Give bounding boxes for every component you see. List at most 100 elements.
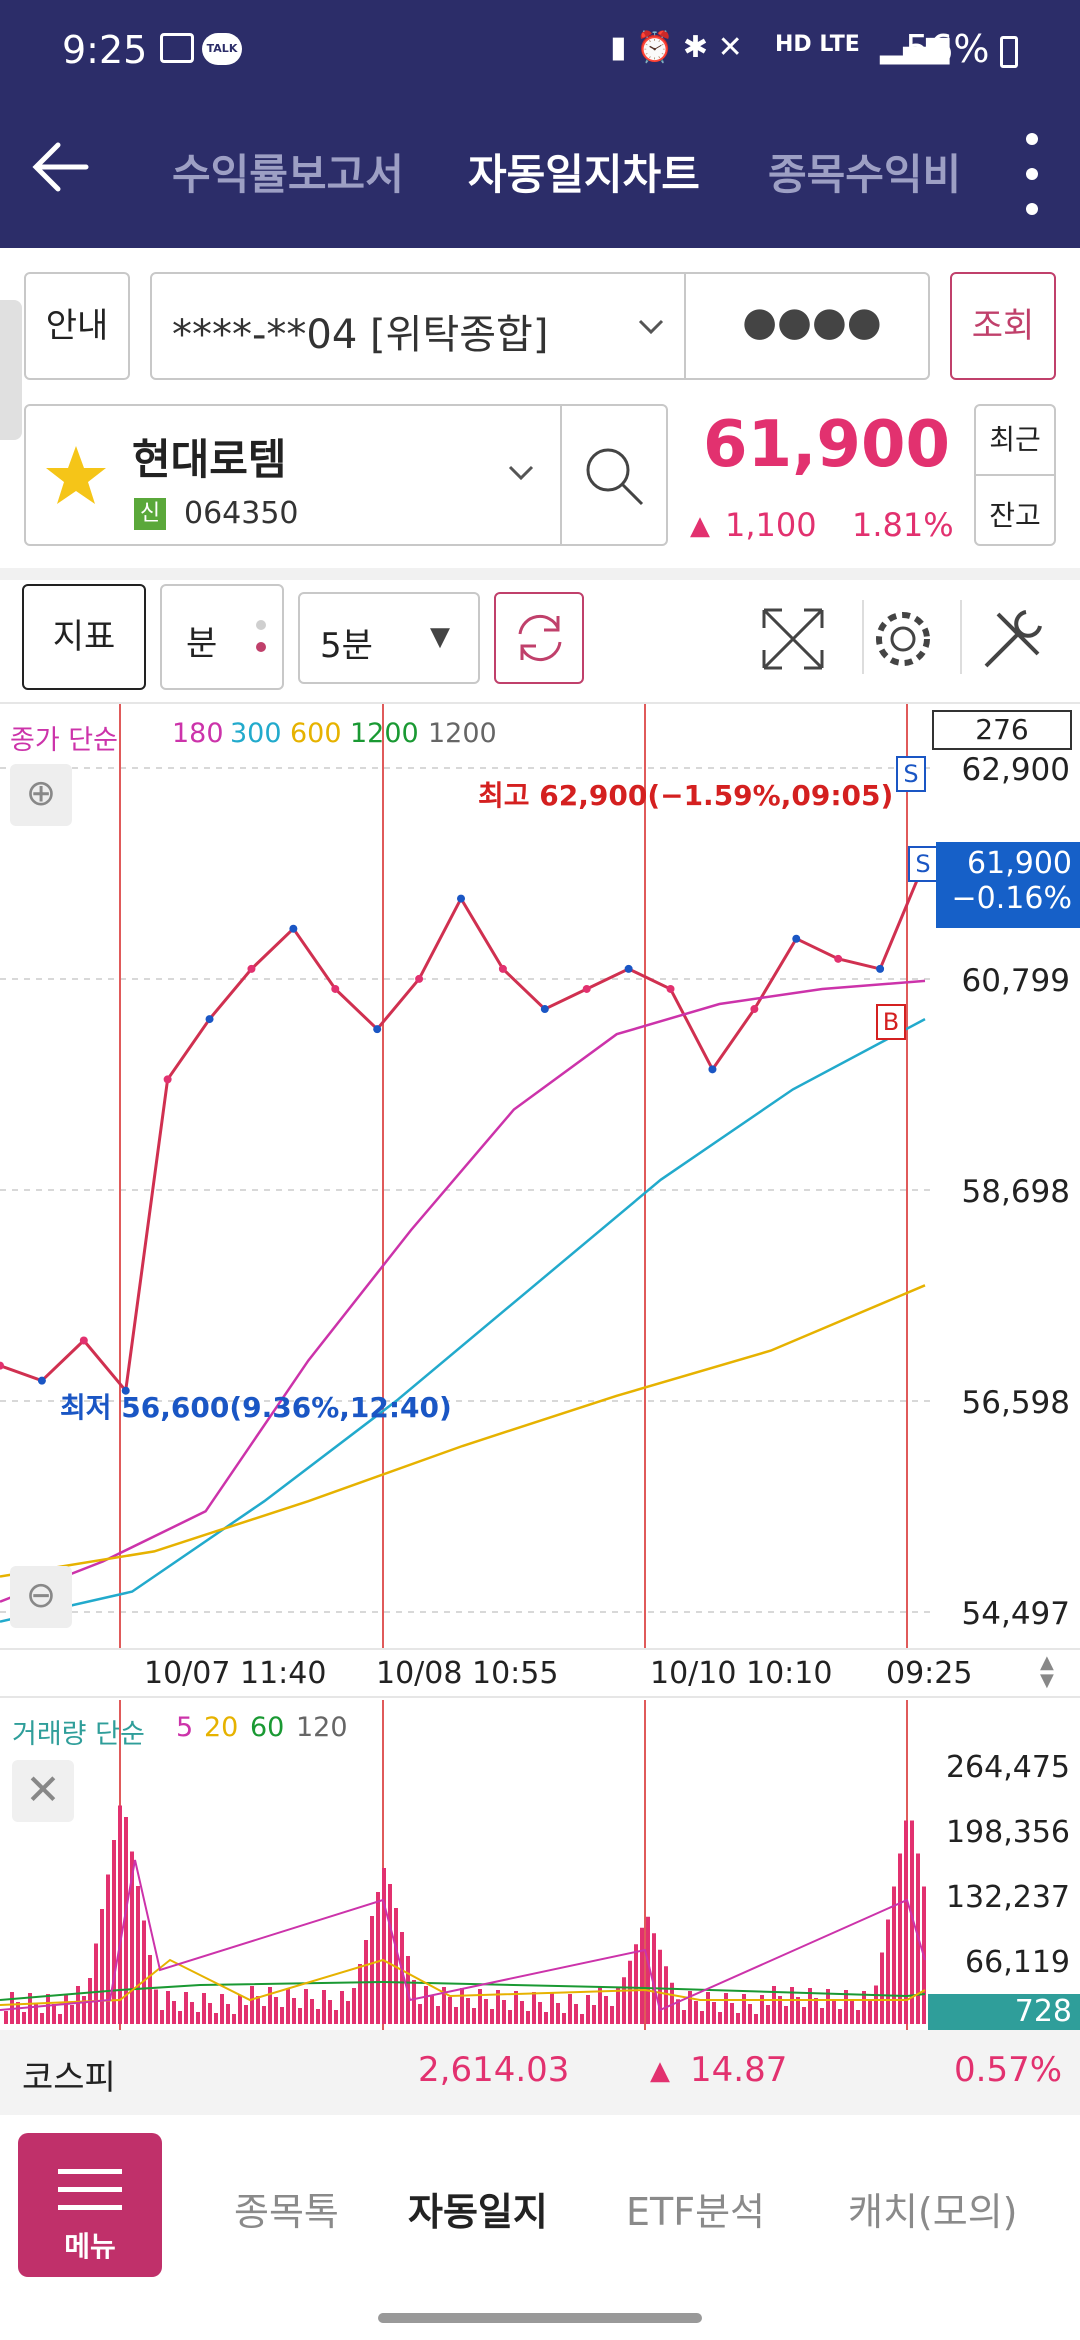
volume-bar: [586, 1995, 590, 2024]
price-change-percent: 1.81%: [852, 506, 954, 544]
vol-legend-extra: 120: [296, 1712, 348, 1743]
zoom-in-icon[interactable]: ⊕: [10, 764, 72, 826]
index-bar[interactable]: 코스피 2,614.03 ▲ 14.87 0.57%: [0, 2030, 1080, 2115]
volume-bar: [634, 1944, 638, 2024]
zoom-out-icon[interactable]: ⊖: [10, 1566, 72, 1628]
volume-bar: [886, 1919, 890, 2024]
search-icon[interactable]: [582, 444, 648, 510]
chevron-down-icon[interactable]: [506, 458, 536, 488]
volume-bar: [388, 1884, 392, 2024]
volume-bar: [598, 1986, 602, 2024]
sell-marker[interactable]: S: [908, 846, 938, 882]
price-point: [331, 984, 340, 993]
visible-count-box[interactable]: 276: [932, 710, 1072, 750]
volume-bar: [286, 1988, 290, 2024]
price-point: [582, 984, 591, 993]
low-label: 최저 56,600(9.36%,12:40): [60, 1391, 452, 1424]
home-indicator[interactable]: [378, 2313, 702, 2323]
volume-bar: [694, 2001, 698, 2024]
volume-bar: [766, 2005, 770, 2024]
volume-bar: [790, 1987, 794, 2024]
gallery-icon: [160, 33, 194, 63]
price-chart-svg: 54,497 56,598 58,698 60,799 62,900: [0, 704, 1070, 1648]
fullscreen-icon[interactable]: [758, 604, 828, 674]
volume-bar: [172, 2001, 176, 2024]
y-tick-label: 62,900: [962, 752, 1070, 788]
query-button[interactable]: 조회: [950, 272, 1056, 380]
menu-label: 메뉴: [64, 2230, 116, 2263]
nav-catch-mock[interactable]: 캐치(모의): [848, 2190, 1018, 2234]
vol-y-label: 198,356: [945, 1815, 1070, 1850]
volume-ma-line: [0, 1980, 926, 2001]
refresh-icon: [518, 614, 562, 662]
x-axis[interactable]: 10/07 11:40 10/08 10:55 10/10 10:10 09:2…: [0, 1648, 1080, 1698]
price-legend-prefix[interactable]: 종가 단순: [10, 725, 118, 756]
volume-bar: [280, 2007, 284, 2024]
volume-bar: [856, 2010, 860, 2024]
volume-bar: [568, 1994, 572, 2024]
volume-bar: [328, 2000, 332, 2024]
buy-marker[interactable]: B: [876, 1004, 906, 1040]
interval-select[interactable]: 5분 ▼: [298, 592, 480, 684]
price-point: [876, 964, 885, 973]
volume-chart[interactable]: 거래량 단순 5 20 60 120 ✕ 264,475 198,356 132…: [0, 1700, 1080, 2030]
vol-legend-ma20: 20: [204, 1712, 239, 1743]
volume-bar: [802, 2007, 806, 2024]
password-field[interactable]: ●●●●: [742, 299, 882, 345]
tab-stock-profit[interactable]: 종목수익비: [768, 150, 962, 199]
account-selector[interactable]: ****-**04 [위탁종합] ●●●●: [150, 272, 930, 380]
back-arrow-icon[interactable]: [28, 135, 92, 199]
tools-icon[interactable]: [978, 604, 1048, 674]
volume-bar: [16, 2002, 20, 2024]
volume-bar: [28, 1993, 32, 2024]
battery-level: 56%: [905, 27, 990, 71]
stock-selector[interactable]: 현대로템 신 064350: [24, 404, 668, 546]
volume-bar: [868, 2001, 872, 2024]
volume-bar: [682, 2010, 686, 2024]
volume-bar: [826, 1989, 830, 2024]
refresh-button[interactable]: [494, 592, 584, 684]
close-icon[interactable]: ✕: [12, 1760, 74, 1822]
recent-label[interactable]: 최근: [989, 423, 1041, 456]
series-line-종가: [0, 867, 924, 1395]
nav-stock-talk[interactable]: 종목톡: [234, 2190, 339, 2234]
side-drawer-handle[interactable]: [0, 300, 22, 440]
resize-handle-icon[interactable]: ▲ ▼: [1040, 1652, 1054, 1691]
tab-auto-journal-chart[interactable]: 자동일지차트: [468, 150, 700, 199]
volume-bar: [322, 1990, 326, 2024]
vol-legend-ma5: 5: [176, 1712, 194, 1743]
star-icon[interactable]: [44, 444, 108, 508]
volume-bar: [118, 1805, 122, 2024]
app-bar: 수익률보고서 자동일지차트 종목수익비: [0, 105, 1080, 248]
volume-bar: [742, 1994, 746, 2024]
sell-marker[interactable]: S: [896, 756, 926, 792]
status-time: 9:25: [62, 28, 148, 72]
price-point: [792, 934, 801, 943]
balance-label[interactable]: 잔고: [989, 499, 1041, 532]
settings-gear-icon[interactable]: [868, 604, 938, 674]
minute-button[interactable]: 분: [160, 584, 284, 690]
price-point: [415, 974, 424, 983]
volume-bar: [340, 1991, 344, 2024]
price-change: 1,100: [725, 506, 817, 544]
recent-balance-toggle[interactable]: 최근 잔고: [974, 404, 1056, 546]
volume-legend-prefix[interactable]: 거래량 단순: [12, 1719, 145, 1750]
volume-bar: [796, 1997, 800, 2024]
y-tick-label: 54,497: [962, 1596, 1070, 1632]
volume-bar: [874, 1985, 878, 2024]
volume-bar: [562, 2013, 566, 2024]
tab-profit-report[interactable]: 수익률보고서: [172, 150, 404, 199]
indicator-button[interactable]: 지표: [22, 584, 146, 690]
menu-button[interactable]: 메뉴: [18, 2133, 162, 2277]
guide-button[interactable]: 안내: [24, 272, 130, 380]
credit-badge: 신: [134, 498, 166, 530]
nav-etf-analysis[interactable]: ETF분석: [626, 2190, 765, 2234]
volume-bar: [196, 2012, 200, 2024]
price-chart[interactable]: 54,497 56,598 58,698 60,799 62,900 종가 단순 180…: [0, 704, 1080, 1648]
volume-bar: [892, 1886, 896, 2024]
stock-price: 61,900: [703, 408, 950, 482]
more-options-icon[interactable]: [1026, 125, 1038, 225]
x-tick-label: 09:25: [886, 1656, 973, 1691]
nav-auto-journal[interactable]: 자동일지: [408, 2190, 548, 2234]
price-point: [247, 964, 256, 973]
